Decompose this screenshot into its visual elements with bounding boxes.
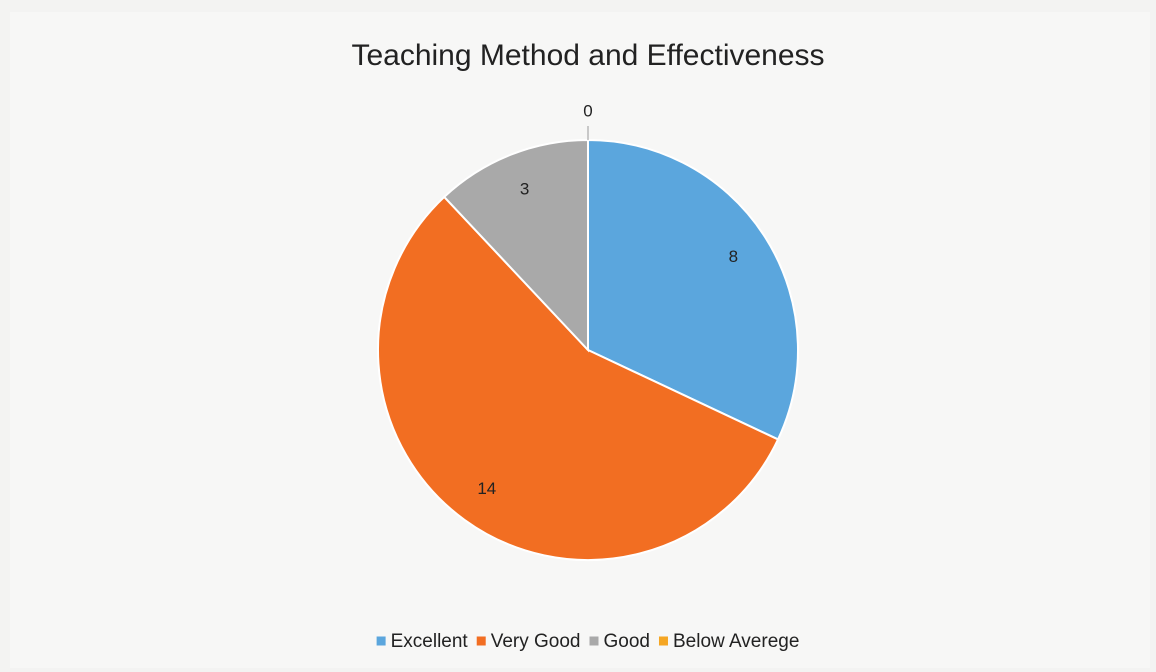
- legend-label: Very Good: [491, 631, 581, 652]
- legend-label: Good: [604, 631, 650, 652]
- data-label: 3: [520, 179, 529, 198]
- legend-item: Excellent: [376, 631, 469, 652]
- legend-label: Excellent: [391, 631, 469, 652]
- legend-label: Below Averege: [673, 631, 799, 652]
- pie-slice: [442, 138, 589, 353]
- legend-item: Below Averege: [658, 631, 799, 652]
- legend-swatch: [589, 636, 599, 646]
- legend-swatch: [658, 636, 668, 646]
- data-label: 0: [583, 101, 592, 120]
- pie-slice: [587, 138, 799, 441]
- legend-swatch: [476, 636, 486, 646]
- data-label: 8: [729, 247, 738, 266]
- legend-item: Good: [589, 631, 650, 652]
- chart-title: Teaching Method and Effectiveness: [351, 39, 824, 72]
- legend-item: Very Good: [476, 631, 581, 652]
- legend: Excellent Very Good Good Below Averege: [376, 631, 799, 652]
- data-label: 14: [477, 479, 496, 498]
- legend-swatch: [376, 636, 386, 646]
- pie-slice: [377, 195, 780, 561]
